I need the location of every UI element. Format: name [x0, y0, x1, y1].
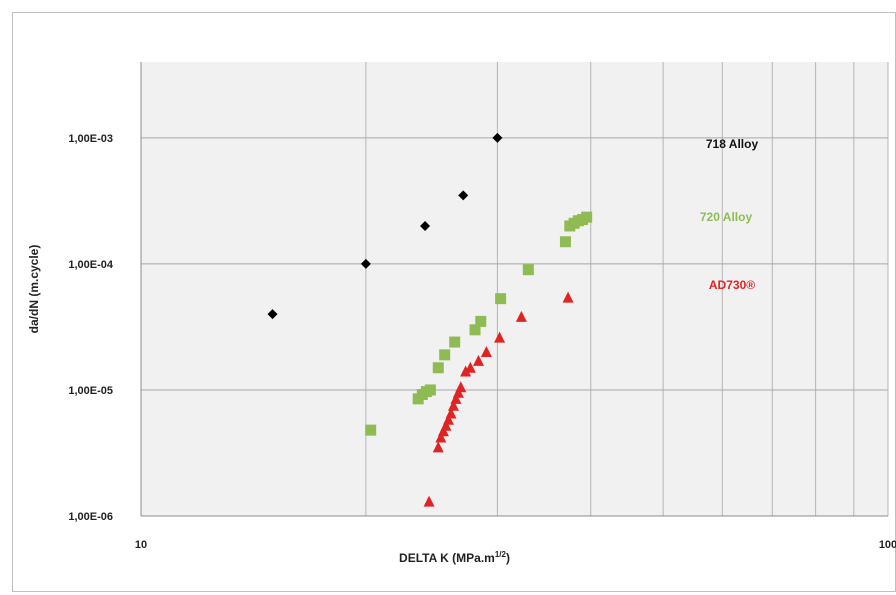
x-axis-title-end: )	[506, 551, 510, 565]
data-point-square	[424, 384, 436, 396]
data-point-square	[432, 362, 444, 374]
data-point-triangle	[435, 431, 447, 443]
data-point-triangle	[437, 425, 449, 437]
plot-area	[141, 62, 888, 516]
data-point-triangle	[432, 441, 444, 453]
data-point-square	[449, 336, 461, 348]
y-tick-label: 1,00E-05	[68, 385, 113, 397]
data-point-triangle	[423, 495, 435, 507]
x-axis-title-superscript: 1/2	[495, 550, 507, 559]
series-label: AD730®	[709, 278, 755, 292]
data-point-square	[469, 324, 481, 336]
data-point-triangle	[447, 399, 459, 411]
y-tick-label: 1,00E-06	[68, 511, 113, 523]
data-point-triangle	[472, 354, 484, 366]
data-point-triangle	[442, 413, 454, 425]
x-axis-title-main: DELTA K (MPa.m	[399, 551, 495, 565]
data-point-diamond	[420, 220, 431, 231]
gridlines	[140, 62, 889, 517]
x-tick-label: 100	[879, 539, 896, 551]
series-labels: 718 Alloy 720 Alloy AD730®	[700, 137, 759, 292]
data-point-triangle	[464, 361, 476, 373]
tick-labels: 1,00E-06 1,00E-05 1,00E-04 1,00E-03 10 100	[68, 133, 896, 551]
data-point-triangle	[562, 291, 574, 303]
data-point-diamond	[458, 190, 469, 201]
data-point-square	[439, 349, 451, 361]
data-points	[267, 132, 593, 507]
x-tick-label: 10	[135, 539, 147, 551]
data-point-triangle	[494, 331, 506, 343]
data-point-square	[475, 315, 487, 327]
data-point-square	[559, 236, 571, 248]
series-label: 718 Alloy	[706, 137, 759, 151]
y-tick-label: 1,00E-04	[68, 259, 114, 271]
data-point-diamond	[360, 258, 371, 269]
data-point-triangle	[440, 419, 452, 431]
y-axis-title: da/dN (m.cycle)	[27, 245, 41, 334]
data-point-square	[495, 293, 507, 305]
data-point-diamond	[267, 309, 278, 320]
data-point-square	[365, 424, 377, 436]
data-point-triangle	[515, 310, 527, 322]
data-point-diamond	[492, 132, 503, 143]
data-point-triangle	[450, 392, 462, 404]
data-point-square	[581, 211, 593, 223]
data-point-square	[522, 264, 534, 276]
series-label: 720 Alloy	[700, 210, 753, 224]
y-tick-label: 1,00E-03	[68, 133, 113, 145]
x-axis-title: DELTA K (MPa.m1/2)	[399, 550, 510, 565]
data-point-triangle	[445, 407, 457, 419]
data-point-triangle	[480, 346, 492, 358]
data-point-triangle	[455, 381, 467, 393]
data-point-triangle	[460, 365, 472, 377]
